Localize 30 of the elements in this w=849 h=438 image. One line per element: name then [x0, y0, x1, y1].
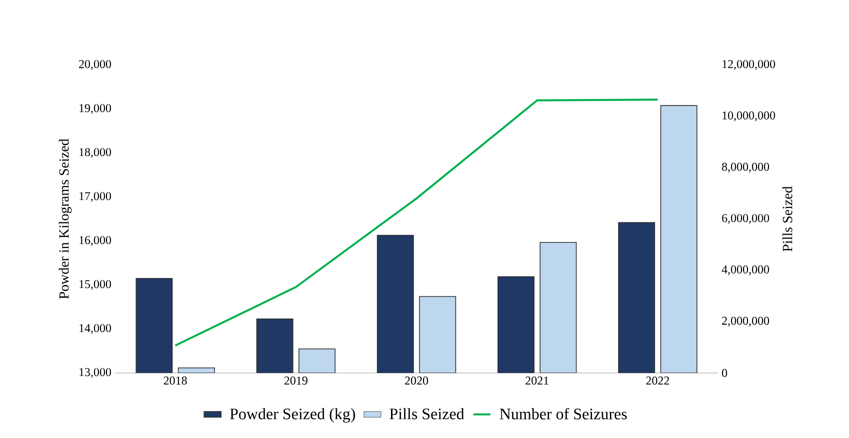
x-tick-label: 2019 — [284, 376, 308, 385]
bar — [298, 348, 336, 373]
y-tick-label: 16,000 — [80, 236, 112, 246]
y2-tick-label: 12,000,000 — [722, 60, 776, 70]
y2-tick-label: 10,000,000 — [722, 111, 776, 122]
x-tick-label: 2021 — [526, 376, 548, 385]
y-tick-label: 19,000 — [80, 104, 112, 114]
x-tick-label: 2018 — [164, 376, 187, 385]
line-series — [174, 98, 659, 347]
y-tick-label: 17,000 — [80, 192, 112, 202]
y2-tick-label: 6,000,000 — [722, 214, 770, 224]
y-tick-label: 15,000 — [80, 280, 112, 290]
bar — [660, 105, 698, 373]
bar — [540, 242, 577, 373]
y-tick-label: 13,000 — [80, 368, 112, 378]
y2-tick-label: 8,000,000 — [722, 162, 770, 173]
legend-label: Powder Seized (kg) — [230, 408, 356, 423]
y-tick-label: 20,000 — [79, 60, 112, 70]
x-tick-label: 2020 — [405, 376, 428, 385]
y2-tick-label: 0 — [722, 368, 728, 378]
y2-tick-label: 2,000,000 — [722, 316, 770, 327]
y2-tick-label: 4,000,000 — [722, 265, 770, 276]
y2-axis-title: Pills Seized — [782, 186, 792, 252]
y-tick-label: 14,000 — [80, 324, 112, 334]
legend-label: Number of Seizures — [500, 408, 627, 420]
y-axis-title: Powder in Kilograms Seized — [58, 138, 72, 299]
x-tick-label: 2022 — [646, 376, 670, 385]
y-tick-label: 18,000 — [80, 148, 112, 158]
bar — [419, 296, 456, 373]
legend-label: Pills Seized — [390, 408, 464, 420]
